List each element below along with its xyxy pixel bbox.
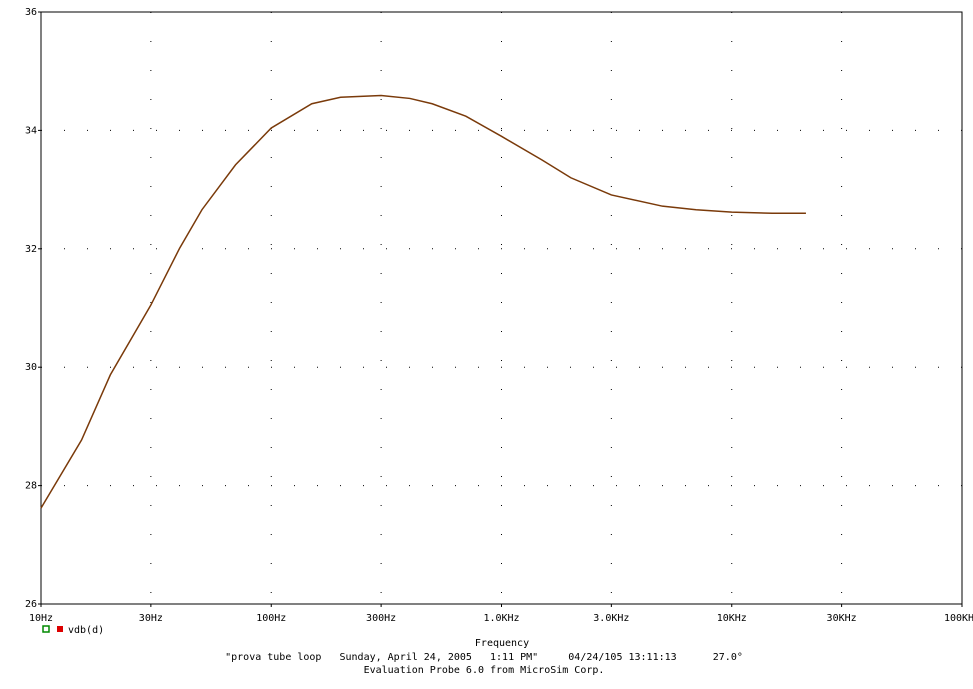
x-tick-label: 3.0KHz (593, 613, 629, 624)
legend-label: vdb(d) (68, 625, 104, 636)
x-tick-label: 100KHz (944, 613, 973, 624)
x-axis-label: Frequency (475, 638, 529, 649)
x-tick-label: 30Hz (139, 613, 163, 624)
x-tick-label: 1.0KHz (483, 613, 519, 624)
footer-line: "prova tube loop Sunday, April 24, 2005 … (225, 652, 743, 663)
footer-line: Evaluation Probe 6.0 from MicroSim Corp. (364, 665, 605, 676)
y-tick-label: 34 (25, 125, 37, 136)
x-tick-label: 30KHz (827, 613, 857, 624)
y-tick-label: 30 (25, 362, 37, 373)
y-tick-label: 32 (25, 244, 37, 255)
legend-marker (42, 625, 50, 633)
x-tick-label: 100Hz (256, 613, 286, 624)
x-tick-label: 10Hz (29, 613, 53, 624)
data-line (40, 94, 806, 509)
y-tick-label: 28 (25, 481, 37, 492)
legend-marker (57, 626, 63, 632)
y-tick-label: 26 (25, 599, 37, 610)
plot-frame (40, 11, 963, 605)
x-tick-label: 300Hz (366, 613, 396, 624)
x-tick-label: 10KHz (717, 613, 747, 624)
y-tick-label: 36 (25, 7, 37, 18)
